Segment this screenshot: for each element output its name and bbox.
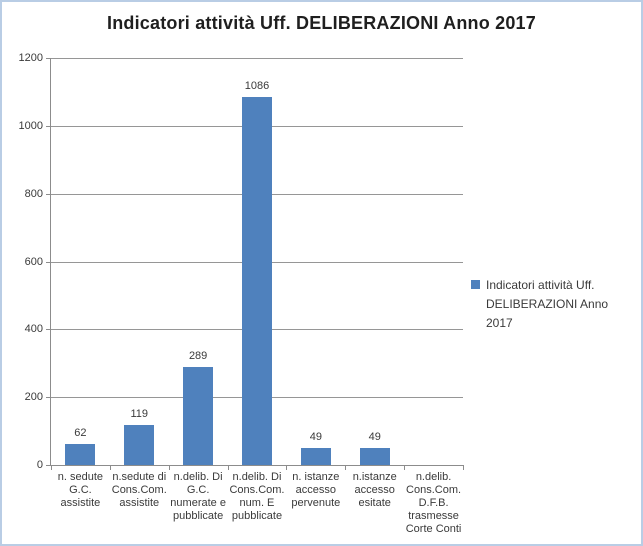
y-axis-tick [46, 397, 51, 399]
x-axis-tick [227, 465, 229, 470]
y-axis-tick [46, 329, 51, 331]
y-axis-tick-label: 0 [36, 459, 43, 471]
bar [359, 448, 390, 465]
bar [242, 96, 272, 465]
bar-value-label: 119 [130, 407, 149, 420]
y-axis-tick-label: 1000 [18, 119, 43, 132]
bar [183, 366, 214, 465]
y-axis-tick [46, 125, 51, 127]
x-axis-category-label: n.delib. Cons.Com. D.F.B. trasmesse Cort… [405, 471, 462, 535]
x-axis-category-label: n.delib. Di G.C. numerate e pubblicate [170, 471, 226, 522]
x-axis-category-label: n. sedute G.C. assistite [57, 471, 104, 509]
y-axis-tick [46, 465, 51, 466]
x-axis-category-label: n.istanze accesso esitate [352, 471, 397, 509]
y-axis-tick-label: 400 [24, 323, 43, 336]
x-axis-category-label: n.delib. Di Cons.Com. num. E pubblicate [229, 471, 285, 522]
x-axis-tick [168, 465, 170, 470]
gridline [51, 58, 463, 59]
bar [300, 448, 331, 465]
bar-value-label: 1086 [244, 79, 270, 92]
x-axis-tick [345, 465, 347, 470]
bar-value-label: 49 [309, 431, 322, 444]
x-axis-category-label: n.sedute di Cons.Com. assistite [111, 471, 167, 509]
bar-value-label: 49 [368, 431, 381, 444]
y-axis-tick [46, 261, 51, 263]
y-axis-tick [46, 58, 51, 59]
legend-marker-icon [471, 280, 480, 289]
x-axis-tick [404, 465, 406, 470]
y-axis-tick-label: 200 [24, 391, 43, 404]
legend: Indicatori attività Uff. DELIBERAZIONI A… [471, 276, 637, 333]
x-axis-tick [109, 465, 111, 470]
x-axis-tick [463, 465, 464, 470]
y-axis-tick-label: 800 [24, 187, 43, 200]
plot-area: 0 200 400 600 800 1000 1200 62 n. sedute G.C. as… [19, 52, 464, 535]
x-axis-tick [51, 465, 52, 470]
x-axis-tick [286, 465, 288, 470]
bar-value-label: 62 [74, 426, 87, 439]
bar [65, 443, 96, 465]
y-axis-tick-label: 1200 [18, 52, 43, 64]
x-axis-category-label: n. istanze accesso pervenute [291, 471, 341, 509]
bar-value-label: 289 [188, 349, 208, 362]
legend-label: Indicatori attività Uff. DELIBERAZIONI A… [486, 278, 609, 330]
y-axis-tick [46, 193, 51, 195]
chart-title: Indicatori attività Uff. DELIBERAZIONI A… [107, 13, 536, 33]
y-axis-tick-label: 600 [24, 255, 43, 268]
bar [124, 424, 155, 465]
